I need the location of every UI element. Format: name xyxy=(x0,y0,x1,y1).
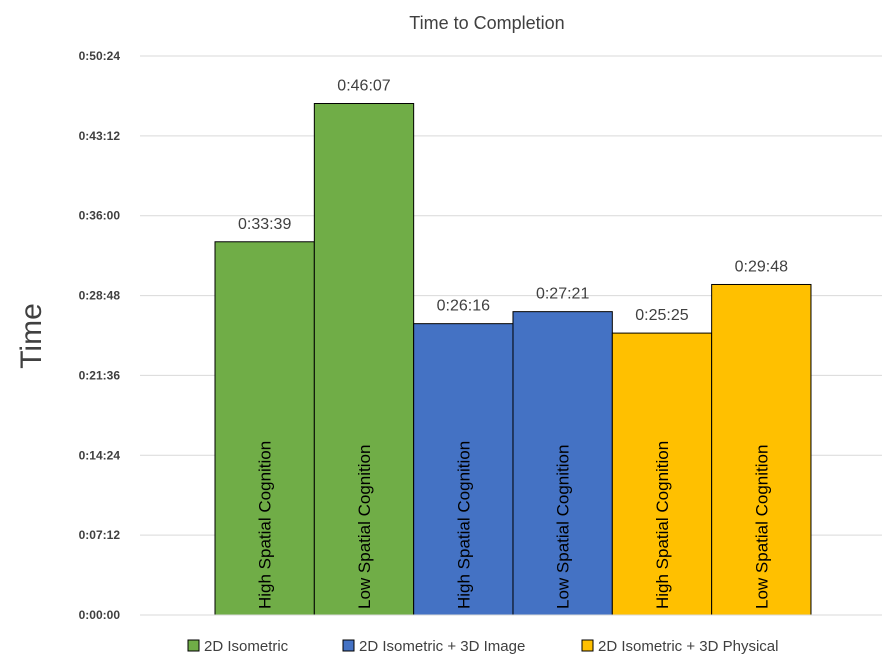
category-label: Low Spatial Cognition xyxy=(355,445,374,609)
data-label: 0:46:07 xyxy=(337,78,390,95)
bar xyxy=(313,103,415,616)
y-tick-label: 0:14:24 xyxy=(79,448,121,462)
chart-title: Time to Completion xyxy=(409,13,564,33)
bars: 0:33:39 High Spatial Cognition 0:46:07 Low … xyxy=(214,78,812,616)
category-label: Low Spatial Cognition xyxy=(752,445,771,609)
bar xyxy=(413,323,514,616)
data-label: 0:27:21 xyxy=(536,286,589,303)
data-label: 0:25:25 xyxy=(635,307,688,324)
y-axis-ticks: 0:00:00 0:07:12 0:14:24 0:21:36 0:28:48 0:36:… xyxy=(79,49,121,622)
legend-swatch xyxy=(342,639,355,652)
legend-swatch xyxy=(187,639,200,652)
legend-label: 2D Isometric + 3D Image xyxy=(359,638,525,655)
y-tick-label: 0:50:24 xyxy=(79,49,121,63)
category-label: High Spatial Cognition xyxy=(256,441,275,609)
category-label: Low Spatial Cognition xyxy=(554,445,573,609)
category-label: High Spatial Cognition xyxy=(454,441,473,609)
legend: 2D Isometric 2D Isometric + 3D Image 2D Is… xyxy=(187,638,778,655)
y-axis-label: Time xyxy=(15,303,48,369)
legend-swatch xyxy=(581,639,594,652)
y-tick-label: 0:21:36 xyxy=(79,368,121,382)
y-tick-label: 0:43:12 xyxy=(79,129,121,143)
y-tick-label: 0:00:00 xyxy=(79,608,121,622)
y-tick-label: 0:28:48 xyxy=(79,289,121,303)
bar xyxy=(512,311,613,616)
data-label: 0:29:48 xyxy=(735,258,788,275)
y-tick-label: 0:07:12 xyxy=(79,528,121,542)
data-label: 0:33:39 xyxy=(238,216,291,233)
y-tick-label: 0:36:00 xyxy=(79,209,121,223)
legend-label: 2D Isometric + 3D Physical xyxy=(598,638,778,655)
category-label: High Spatial Cognition xyxy=(653,441,672,609)
legend-label: 2D Isometric xyxy=(204,638,289,655)
data-label: 0:26:16 xyxy=(437,298,490,315)
bar xyxy=(711,283,812,616)
bar xyxy=(611,332,713,616)
